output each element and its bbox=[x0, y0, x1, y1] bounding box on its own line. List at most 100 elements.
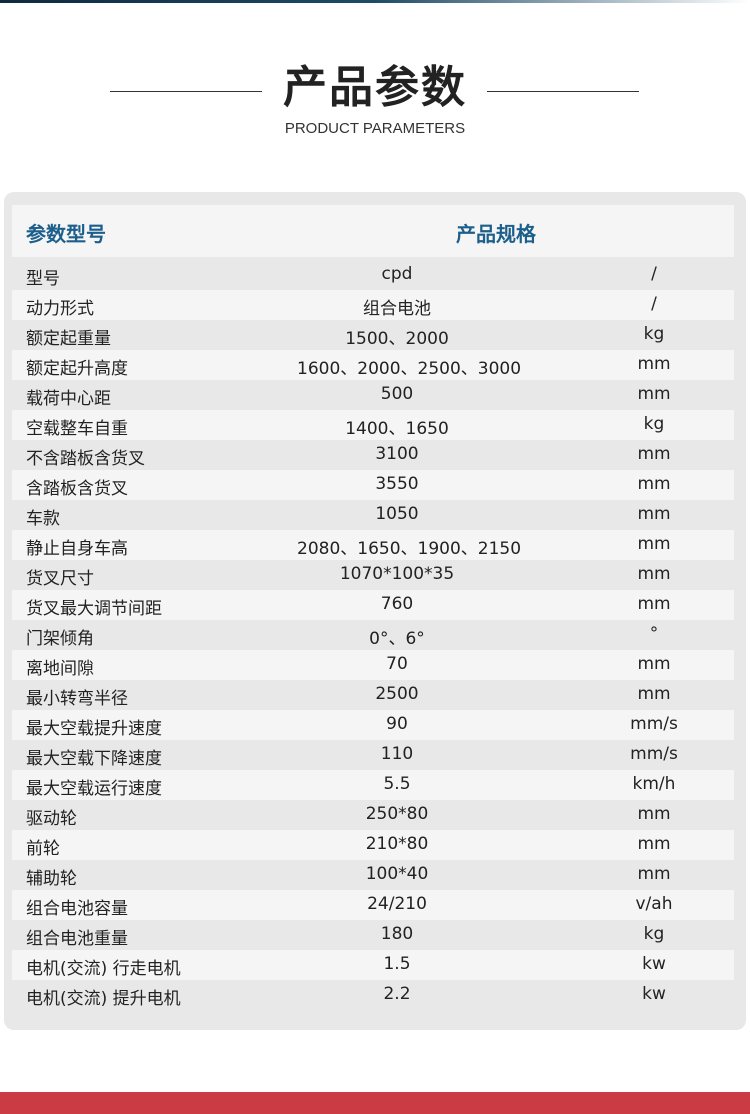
table-row: 辅助轮 100*40 mm bbox=[12, 860, 734, 890]
param-unit: mm bbox=[637, 654, 671, 674]
title-divider-left bbox=[110, 91, 262, 92]
param-value: 70 bbox=[386, 654, 408, 674]
param-unit: mm bbox=[637, 684, 671, 704]
footer-bar bbox=[0, 1092, 750, 1114]
param-unit: / bbox=[651, 264, 657, 284]
table-body: 型号 cpd / 动力形式 组合电池 / 额定起重量 1500、2000 kg 额定起升高度 160… bbox=[12, 260, 734, 1010]
param-value: 1400、1650 bbox=[345, 419, 449, 439]
param-name: 额定起升高度 bbox=[26, 359, 128, 379]
param-unit: mm bbox=[637, 444, 671, 464]
param-value: 100*40 bbox=[365, 864, 429, 884]
param-unit: mm bbox=[637, 474, 671, 494]
param-name: 门架倾角 bbox=[26, 629, 94, 649]
param-name: 最小转弯半径 bbox=[26, 689, 128, 709]
param-value: 3100 bbox=[375, 444, 419, 464]
param-value: 24/210 bbox=[367, 894, 427, 914]
param-unit: mm bbox=[637, 564, 671, 584]
param-name: 车款 bbox=[26, 509, 60, 529]
param-name: 货叉尺寸 bbox=[26, 569, 94, 589]
param-unit: kg bbox=[643, 414, 665, 434]
param-name: 前轮 bbox=[26, 839, 60, 859]
param-value: 组合电池 bbox=[363, 299, 431, 319]
param-value: 90 bbox=[386, 714, 408, 734]
column-header-spec: 产品规格 bbox=[456, 222, 536, 246]
table-row: 门架倾角 0°、6° ° bbox=[12, 620, 734, 650]
table-row: 载荷中心距 500 mm bbox=[12, 380, 734, 410]
param-value: 0°、6° bbox=[369, 629, 425, 649]
top-accent-bar bbox=[0, 0, 750, 3]
title-divider-right bbox=[487, 91, 639, 92]
table-row: 不含踏板含货叉 3100 mm bbox=[12, 440, 734, 470]
param-value: 2080、1650、1900、2150 bbox=[297, 539, 522, 559]
table-row: 额定起重量 1500、2000 kg bbox=[12, 320, 734, 350]
param-unit: mm bbox=[637, 504, 671, 524]
param-value: 180 bbox=[380, 924, 414, 944]
param-name: 组合电池容量 bbox=[26, 899, 128, 919]
param-value: 1600、2000、2500、3000 bbox=[297, 359, 522, 379]
param-name: 驱动轮 bbox=[26, 809, 77, 829]
param-unit: mm bbox=[637, 534, 671, 554]
param-name: 型号 bbox=[26, 269, 60, 289]
table-row: 前轮 210*80 mm bbox=[12, 830, 734, 860]
table-row: 动力形式 组合电池 / bbox=[12, 290, 734, 320]
param-name: 含踏板含货叉 bbox=[26, 479, 128, 499]
param-unit: mm bbox=[637, 864, 671, 884]
param-name: 电机(交流) 提升电机 bbox=[26, 989, 181, 1009]
param-value: 110 bbox=[380, 744, 414, 764]
param-value: 1050 bbox=[375, 504, 419, 524]
param-name: 最大空载运行速度 bbox=[26, 779, 162, 799]
param-name: 货叉最大调节间距 bbox=[26, 599, 162, 619]
parameters-table: 参数型号 产品规格 型号 cpd / 动力形式 组合电池 / 额定起重量 1500、2000 k… bbox=[4, 192, 746, 1030]
param-unit: v/ah bbox=[635, 894, 673, 914]
table-row: 最小转弯半径 2500 mm bbox=[12, 680, 734, 710]
table-row: 货叉尺寸 1070*100*35 mm bbox=[12, 560, 734, 590]
param-value: 1500、2000 bbox=[345, 329, 449, 349]
param-name: 辅助轮 bbox=[26, 869, 77, 889]
param-value: 1070*100*35 bbox=[339, 564, 455, 584]
param-unit: kg bbox=[643, 924, 665, 944]
param-name: 电机(交流) 行走电机 bbox=[26, 959, 181, 979]
table-row: 离地间隙 70 mm bbox=[12, 650, 734, 680]
param-unit: mm bbox=[637, 384, 671, 404]
table-row: 型号 cpd / bbox=[12, 260, 734, 290]
param-value: 3550 bbox=[375, 474, 419, 494]
param-value: 1.5 bbox=[383, 954, 411, 974]
param-unit: kg bbox=[643, 324, 665, 344]
param-name: 空载整车自重 bbox=[26, 419, 128, 439]
page-title: 产品参数 bbox=[283, 62, 467, 113]
table-row: 额定起升高度 1600、2000、2500、3000 mm bbox=[12, 350, 734, 380]
param-value: 2.2 bbox=[383, 984, 411, 1004]
param-unit: mm bbox=[637, 594, 671, 614]
param-name: 静止自身车高 bbox=[26, 539, 128, 559]
column-header-param: 参数型号 bbox=[26, 222, 106, 246]
param-name: 离地间隙 bbox=[26, 659, 94, 679]
page-subtitle: PRODUCT PARAMETERS bbox=[284, 120, 466, 137]
table-row: 货叉最大调节间距 760 mm bbox=[12, 590, 734, 620]
param-value: cpd bbox=[381, 264, 413, 284]
table-row: 电机(交流) 提升电机 2.2 kw bbox=[12, 980, 734, 1010]
param-unit: kw bbox=[642, 954, 666, 974]
table-row: 车款 1050 mm bbox=[12, 500, 734, 530]
param-value: 2500 bbox=[375, 684, 419, 704]
param-value: 760 bbox=[380, 594, 414, 614]
table-row: 最大空载提升速度 90 mm/s bbox=[12, 710, 734, 740]
table-row: 电机(交流) 行走电机 1.5 kw bbox=[12, 950, 734, 980]
param-unit: / bbox=[651, 294, 657, 314]
param-unit: mm/s bbox=[630, 714, 678, 734]
table-row: 驱动轮 250*80 mm bbox=[12, 800, 734, 830]
table-row: 组合电池容量 24/210 v/ah bbox=[12, 890, 734, 920]
param-unit: ° bbox=[649, 624, 659, 644]
param-value: 250*80 bbox=[365, 804, 429, 824]
param-unit: mm/s bbox=[630, 744, 678, 764]
param-unit: mm bbox=[637, 804, 671, 824]
table-row: 含踏板含货叉 3550 mm bbox=[12, 470, 734, 500]
param-unit: kw bbox=[642, 984, 666, 1004]
param-name: 组合电池重量 bbox=[26, 929, 128, 949]
table-row: 组合电池重量 180 kg bbox=[12, 920, 734, 950]
param-unit: km/h bbox=[632, 774, 676, 794]
param-value: 210*80 bbox=[365, 834, 429, 854]
table-row: 最大空载运行速度 5.5 km/h bbox=[12, 770, 734, 800]
param-name: 最大空载下降速度 bbox=[26, 749, 162, 769]
param-name: 动力形式 bbox=[26, 299, 94, 319]
param-name: 额定起重量 bbox=[26, 329, 111, 349]
